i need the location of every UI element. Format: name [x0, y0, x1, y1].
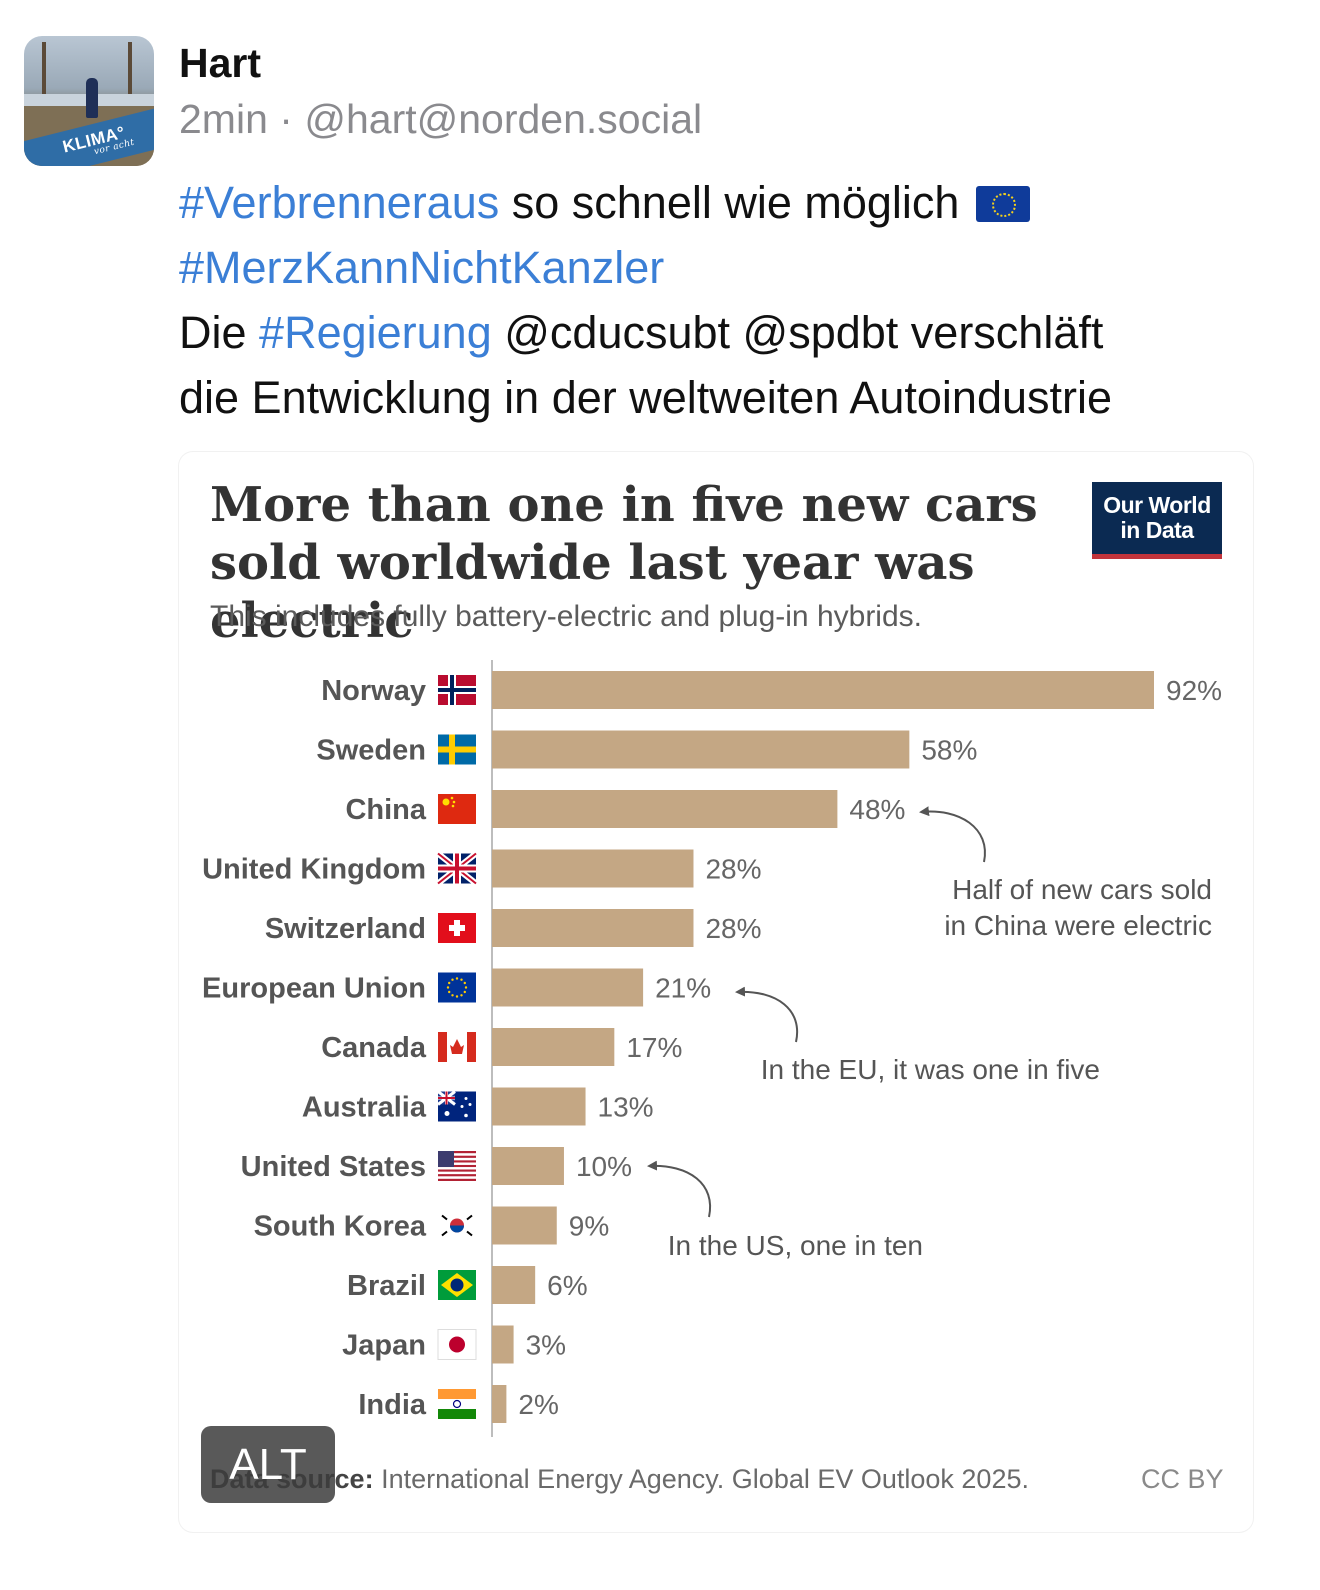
annotation-text: In the EU, it was one in five	[761, 1054, 1100, 1085]
source-text: International Energy Agency. Global EV O…	[381, 1464, 1029, 1494]
bar-value-label: 10%	[576, 1151, 632, 1182]
bar-value-label: 28%	[705, 913, 761, 944]
bar-value-label: 28%	[705, 854, 761, 885]
category-label: Australia	[302, 1092, 427, 1124]
bar-value-label: 17%	[626, 1032, 682, 1063]
bar-value-label: 9%	[569, 1211, 609, 1242]
author-name[interactable]: Hart	[179, 40, 262, 86]
category-label: Sweden	[316, 735, 426, 767]
post-meta: 2min · @hart@norden.social	[179, 96, 702, 143]
category-label: South Korea	[254, 1211, 427, 1243]
uk-flag-icon	[436, 851, 478, 886]
chart-title: More than one in five new cars sold worl…	[210, 477, 1038, 649]
category-label: India	[358, 1389, 427, 1421]
bar-norway	[492, 671, 1154, 709]
eu-flag-icon	[975, 186, 1030, 222]
annotation-text: in China were electric	[944, 910, 1212, 941]
japan-flag-icon	[437, 1329, 477, 1360]
brazil-flag-icon	[438, 1270, 476, 1300]
bar-value-label: 2%	[518, 1389, 558, 1420]
bar-value-label: 21%	[655, 973, 711, 1004]
bar-south-korea	[492, 1206, 557, 1245]
category-label: United States	[241, 1151, 426, 1183]
bar-value-label: 92%	[1166, 675, 1222, 706]
canada-flag-icon	[438, 1032, 476, 1062]
post-content: #Verbrenneraus so schnell wie möglich #M…	[179, 170, 1299, 430]
post-time[interactable]: 2min	[179, 96, 268, 142]
owid-logo: Our World in Data	[1092, 482, 1222, 559]
owid-logo-line-1: Our World	[1103, 492, 1211, 518]
category-label: Japan	[342, 1330, 426, 1362]
chart-image[interactable]: More than one in five new cars sold worl…	[179, 452, 1253, 1532]
norway-flag-icon	[438, 675, 476, 705]
eu-flag-icon	[438, 972, 476, 1003]
author-handle[interactable]: @hart@norden.social	[304, 96, 703, 142]
bar-india	[492, 1385, 507, 1423]
post-text-segment: so schnell wie möglich	[511, 177, 960, 228]
bar-japan	[492, 1325, 514, 1364]
bar-value-label: 3%	[526, 1330, 566, 1361]
bar-china	[492, 790, 838, 828]
post-line-4: die Entwicklung in der weltweiten Autoin…	[179, 372, 1113, 423]
annotation-arrow	[919, 806, 986, 863]
bar-chart: 92% Norway 58% Sweden 48% China 28% United King…	[202, 660, 1222, 1437]
bar-value-label: 13%	[598, 1092, 654, 1123]
post-mentions[interactable]: @cducsubt @spdbt verschläft	[504, 307, 1104, 358]
bar-australia	[492, 1087, 586, 1126]
bar-canada	[492, 1028, 615, 1066]
switzerland-flag-icon	[438, 913, 476, 943]
bar-value-label: 48%	[849, 794, 905, 825]
post-line-3: Die #Regierung @cducsubt @spdbt verschlä…	[179, 300, 1299, 365]
annotation-arrow	[647, 1160, 712, 1218]
annotation-text: In the US, one in ten	[668, 1230, 923, 1261]
post-line-1: #Verbrenneraus so schnell wie möglich	[179, 170, 1299, 235]
avatar[interactable]: KLIMA° vor acht	[24, 36, 154, 166]
chart-license: CC BY	[1141, 1464, 1224, 1494]
avatar-tree	[128, 42, 132, 112]
bar-value-label: 6%	[547, 1270, 587, 1301]
bar-united-states	[492, 1147, 564, 1185]
owid-logo-line-2: in Data	[1120, 517, 1194, 543]
category-label: Canada	[321, 1032, 427, 1064]
category-label: United Kingdom	[202, 854, 426, 886]
us-flag-icon	[438, 1151, 476, 1181]
bar-switzerland	[492, 909, 694, 947]
south-korea-flag-icon	[438, 1210, 476, 1241]
avatar-tree	[42, 42, 46, 112]
post-text-segment: Die	[179, 307, 247, 358]
china-flag-icon	[438, 794, 476, 824]
meta-separator: ·	[279, 96, 293, 142]
avatar-person	[86, 78, 98, 118]
australia-flag-icon	[437, 1090, 476, 1122]
chart-source: Data source: International Energy Agency…	[210, 1464, 1029, 1495]
hashtag-verbrenneraus[interactable]: #Verbrenneraus	[179, 177, 500, 228]
bar-value-label: 58%	[921, 735, 977, 766]
hashtag-regierung[interactable]: #Regierung	[259, 307, 492, 358]
annotation-arrow	[735, 986, 799, 1043]
hashtag-merzkannnichtkanzler[interactable]: #MerzKannNichtKanzler	[179, 242, 665, 293]
bar-brazil	[492, 1266, 536, 1304]
annotation-text: Half of new cars sold	[952, 874, 1212, 905]
sweden-flag-icon	[438, 734, 476, 765]
bar-european-union	[492, 968, 644, 1007]
category-label: Brazil	[347, 1270, 426, 1302]
category-label: European Union	[202, 973, 426, 1005]
category-label: China	[345, 794, 426, 826]
category-label: Switzerland	[265, 913, 426, 945]
bar-united-kingdom	[492, 849, 694, 888]
chart-subtitle: This includes fully battery-electric and…	[210, 600, 922, 633]
post-line-2: #MerzKannNichtKanzler	[179, 235, 1299, 300]
india-flag-icon	[438, 1389, 476, 1419]
category-label: Norway	[321, 675, 426, 707]
bar-sweden	[492, 730, 910, 769]
alt-text-button[interactable]: ALT	[201, 1426, 335, 1503]
